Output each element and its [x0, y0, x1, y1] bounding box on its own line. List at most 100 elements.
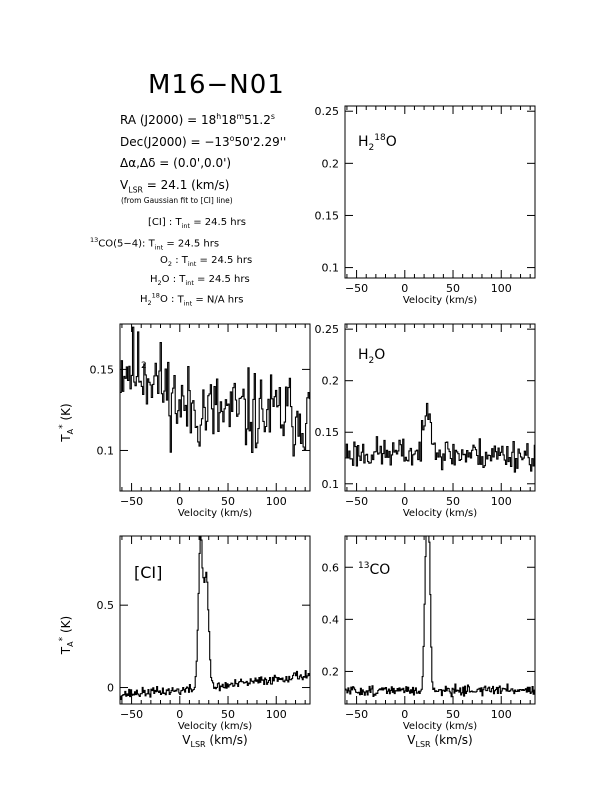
y-tick-label: 0.6 — [322, 561, 340, 574]
int-13co-label: CO(5−4): — [98, 238, 149, 250]
x-axis-label: Velocity (km/s) — [178, 508, 252, 519]
x-tick-label: 50 — [446, 708, 460, 721]
ra-m: m — [236, 112, 245, 121]
x-tick-label: 100 — [491, 708, 512, 721]
y-tick-label: 0.15 — [90, 363, 115, 376]
page-title: M16−N01 — [148, 70, 285, 100]
x-tick-label: 0 — [401, 708, 408, 721]
int-ci-label: [CI] : — [148, 217, 176, 228]
int-h2o-label: H2O : — [150, 274, 180, 287]
ra-prefix: RA (J2000) = 18 — [120, 113, 217, 127]
x-tick-label: −50 — [345, 282, 368, 295]
int-h218o-label: H218O : — [140, 292, 178, 308]
int-13co: 13CO(5−4): Tint = 24.5 hrs — [90, 236, 220, 252]
spectrum-line-o2 — [120, 326, 310, 457]
y-tick-label: 0.25 — [315, 105, 340, 118]
x-axis-label: Velocity (km/s) — [403, 721, 477, 732]
int-h218o: H218O : Tint = N/A hrs — [140, 292, 243, 307]
dec-rest: 50'2.29'' — [234, 135, 287, 149]
y-tick-label: 0.25 — [315, 323, 340, 336]
x-tick-label: 50 — [446, 282, 460, 295]
ra-sec: 51.2 — [244, 113, 271, 127]
y-axis-label: TA* (K) — [58, 403, 75, 442]
y-tick-label: 0.15 — [315, 426, 340, 439]
species-label-h218o: H218O — [358, 133, 397, 153]
spectrum-line-13co — [345, 536, 535, 698]
int-o2: O2 : Tint = 24.5 hrs — [160, 255, 252, 268]
x-axis-label: Velocity (km/s) — [403, 508, 477, 519]
x-tick-label: 0 — [401, 282, 408, 295]
x-tick-label: 50 — [221, 708, 235, 721]
plot-13co: −50 0 50 100 0.2 0.4 0.6 Velocity (km/s)VLSR (k… — [322, 535, 536, 749]
int-h2o-T: T — [179, 274, 186, 285]
vlsr-sub: LSR — [128, 185, 143, 195]
ra-mid: 18 — [221, 113, 237, 127]
y-tick-label: 0.1 — [322, 262, 340, 275]
int-13co-value: = 24.5 hrs — [163, 238, 220, 250]
spectrum-line-ci — [120, 536, 310, 700]
x-tick-label: 0 — [176, 495, 183, 508]
species-label-h2o: H2O — [358, 347, 385, 366]
x-tick-label: 50 — [221, 495, 235, 508]
int-o2-T: T — [181, 255, 188, 266]
int-13co-T: T — [148, 238, 155, 250]
int-h218o-value: = N/A hrs — [192, 294, 244, 306]
plot-frame-o2 — [119, 323, 311, 492]
int-ci-T: T — [175, 217, 182, 228]
plot-h2o: −50 0 50 100 0.1 0.15 0.2 0.25 Velocity (km/s) H2… — [315, 323, 536, 519]
int-h2o: H2O : Tint = 24.5 hrs — [150, 274, 250, 287]
plot-frame-13co — [344, 535, 536, 705]
int-h2o-sub: int — [185, 279, 194, 287]
x-tick-label: −50 — [120, 708, 143, 721]
y-tick-label: 0.1 — [322, 478, 340, 491]
int-ci-value: = 24.5 hrs — [190, 217, 246, 228]
y-tick-label: 0.4 — [322, 613, 340, 626]
int-13co-sub: int — [154, 243, 164, 252]
x-axis-label-2: VLSR (km/s) — [182, 733, 247, 749]
plot-h218o: −50 0 50 100 0.1 0.15 0.2 0.25 Velocity (km/s) H2… — [315, 105, 536, 306]
x-tick-label: 0 — [401, 495, 408, 508]
x-tick-label: 50 — [446, 495, 460, 508]
int-h2o-value: = 24.5 hrs — [193, 274, 250, 285]
y-tick-label: 0.1 — [97, 444, 115, 457]
ra-s: s — [270, 112, 275, 121]
x-tick-label: −50 — [345, 708, 368, 721]
vlsr-v: V — [120, 178, 129, 192]
x-axis-label-2: VLSR (km/s) — [407, 733, 472, 749]
vlsr-note: (from Gaussian fit to [CI] line) — [121, 196, 233, 205]
species-label-ci: [CI] — [134, 563, 162, 582]
y-tick-label: 0.2 — [322, 375, 340, 388]
ra-h: h — [216, 112, 222, 121]
ra-line: RA (J2000) = 18h18m51.2s — [120, 112, 275, 127]
int-o2-label: O2 : — [160, 255, 182, 268]
dec-prefix: Dec(J2000) = −13 — [120, 135, 230, 149]
y-tick-label: 0 — [107, 682, 114, 695]
int-o2-value: = 24.5 hrs — [196, 255, 253, 266]
x-tick-label: 100 — [266, 708, 287, 721]
y-tick-label: 0.2 — [322, 157, 340, 170]
x-tick-label: 100 — [491, 282, 512, 295]
dec-line: Dec(J2000) = −13o50'2.29'' — [120, 134, 286, 149]
spectrum-line-h2o — [345, 402, 535, 473]
x-axis-label: Velocity (km/s) — [403, 295, 477, 306]
y-tick-label: 0.15 — [315, 209, 340, 222]
species-label-13co: 13CO — [358, 561, 390, 578]
int-h218o-T: T — [177, 294, 184, 306]
dec-deg: o — [229, 134, 235, 143]
y-tick-label: 0.5 — [97, 599, 115, 612]
x-axis-label: Velocity (km/s) — [178, 721, 252, 732]
x-tick-label: −50 — [345, 495, 368, 508]
plot-frame-ci — [119, 535, 311, 705]
y-axis-label: TA* (K) — [58, 616, 75, 655]
int-o2-sub: int — [187, 260, 197, 268]
x-tick-label: 100 — [266, 495, 287, 508]
int-h218o-sub: int — [183, 299, 193, 308]
plot-ci: −50 0 50 100 0 0.5 Velocity (km/s)VLSR (km/s) T… — [58, 535, 311, 749]
plot-frame-h218o — [344, 105, 536, 279]
x-tick-label: 100 — [491, 495, 512, 508]
plot-frame-h2o — [344, 323, 536, 492]
offset-line: Δα,Δδ = (0.0',0.0') — [120, 156, 232, 170]
